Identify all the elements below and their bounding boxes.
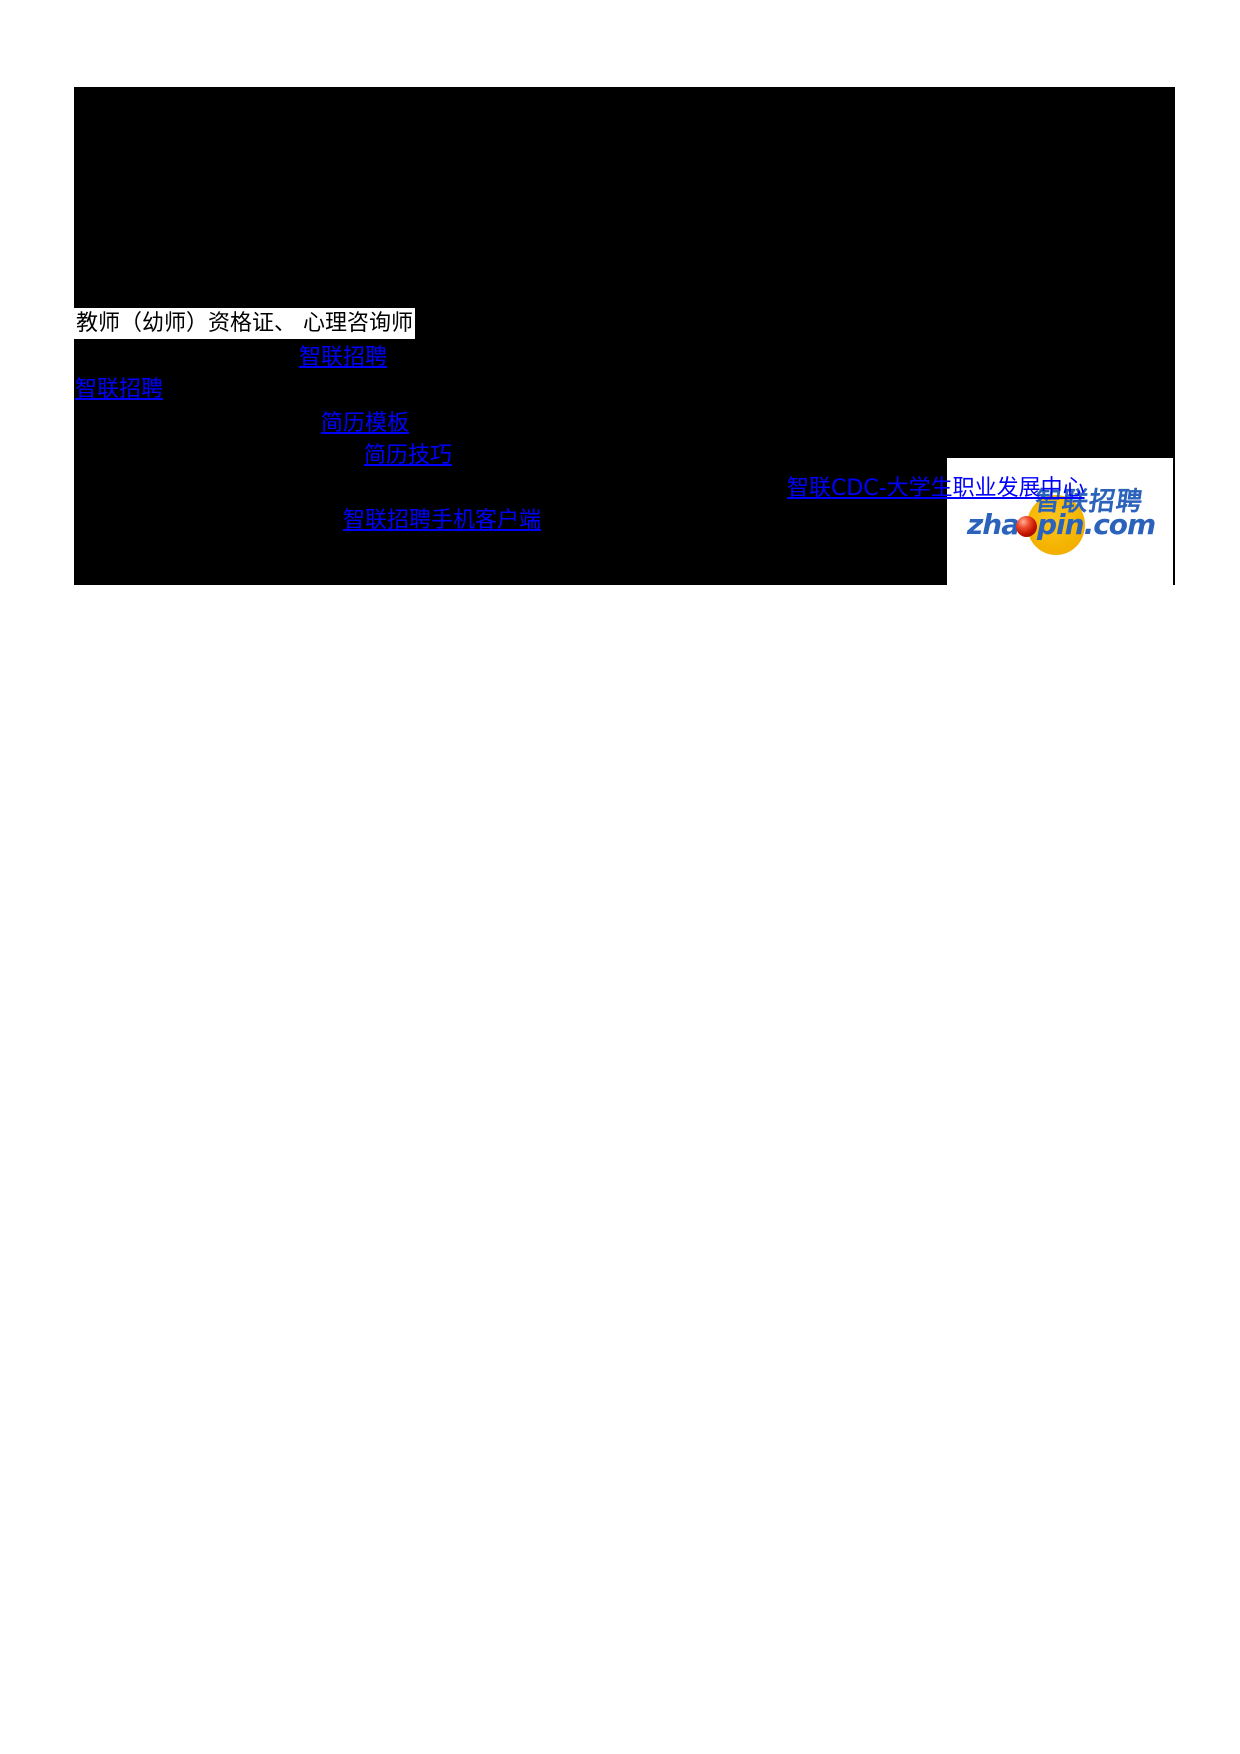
content-panel: 教师（幼师）资格证、 心理咨询师 智联招聘 智联招聘 简历模板 简历技巧 智联C… bbox=[74, 87, 1175, 585]
link-mobile-client[interactable]: 智联招聘手机客户端 bbox=[343, 508, 542, 533]
link-zhaopin-cdc-center[interactable]: 智联CDC-大学生职业发展中心 bbox=[787, 476, 1085, 501]
link-resume-tips[interactable]: 简历技巧 bbox=[364, 443, 453, 468]
link-resume-template[interactable]: 简历模板 bbox=[321, 411, 410, 436]
link-zhaopin-2[interactable]: 智联招聘 bbox=[75, 377, 164, 402]
logo-red-sphere-icon bbox=[1016, 516, 1037, 537]
logo-domain-prefix: zha bbox=[967, 508, 1020, 541]
logo-domain-suffix: pin.com bbox=[1037, 508, 1156, 541]
link-zhaopin-1[interactable]: 智联招聘 bbox=[299, 345, 388, 370]
highlighted-keyword: 教师（幼师）资格证、 心理咨询师 bbox=[74, 308, 415, 339]
zhaopin-logo-box: 智联招聘 zha pin.com bbox=[947, 458, 1173, 585]
